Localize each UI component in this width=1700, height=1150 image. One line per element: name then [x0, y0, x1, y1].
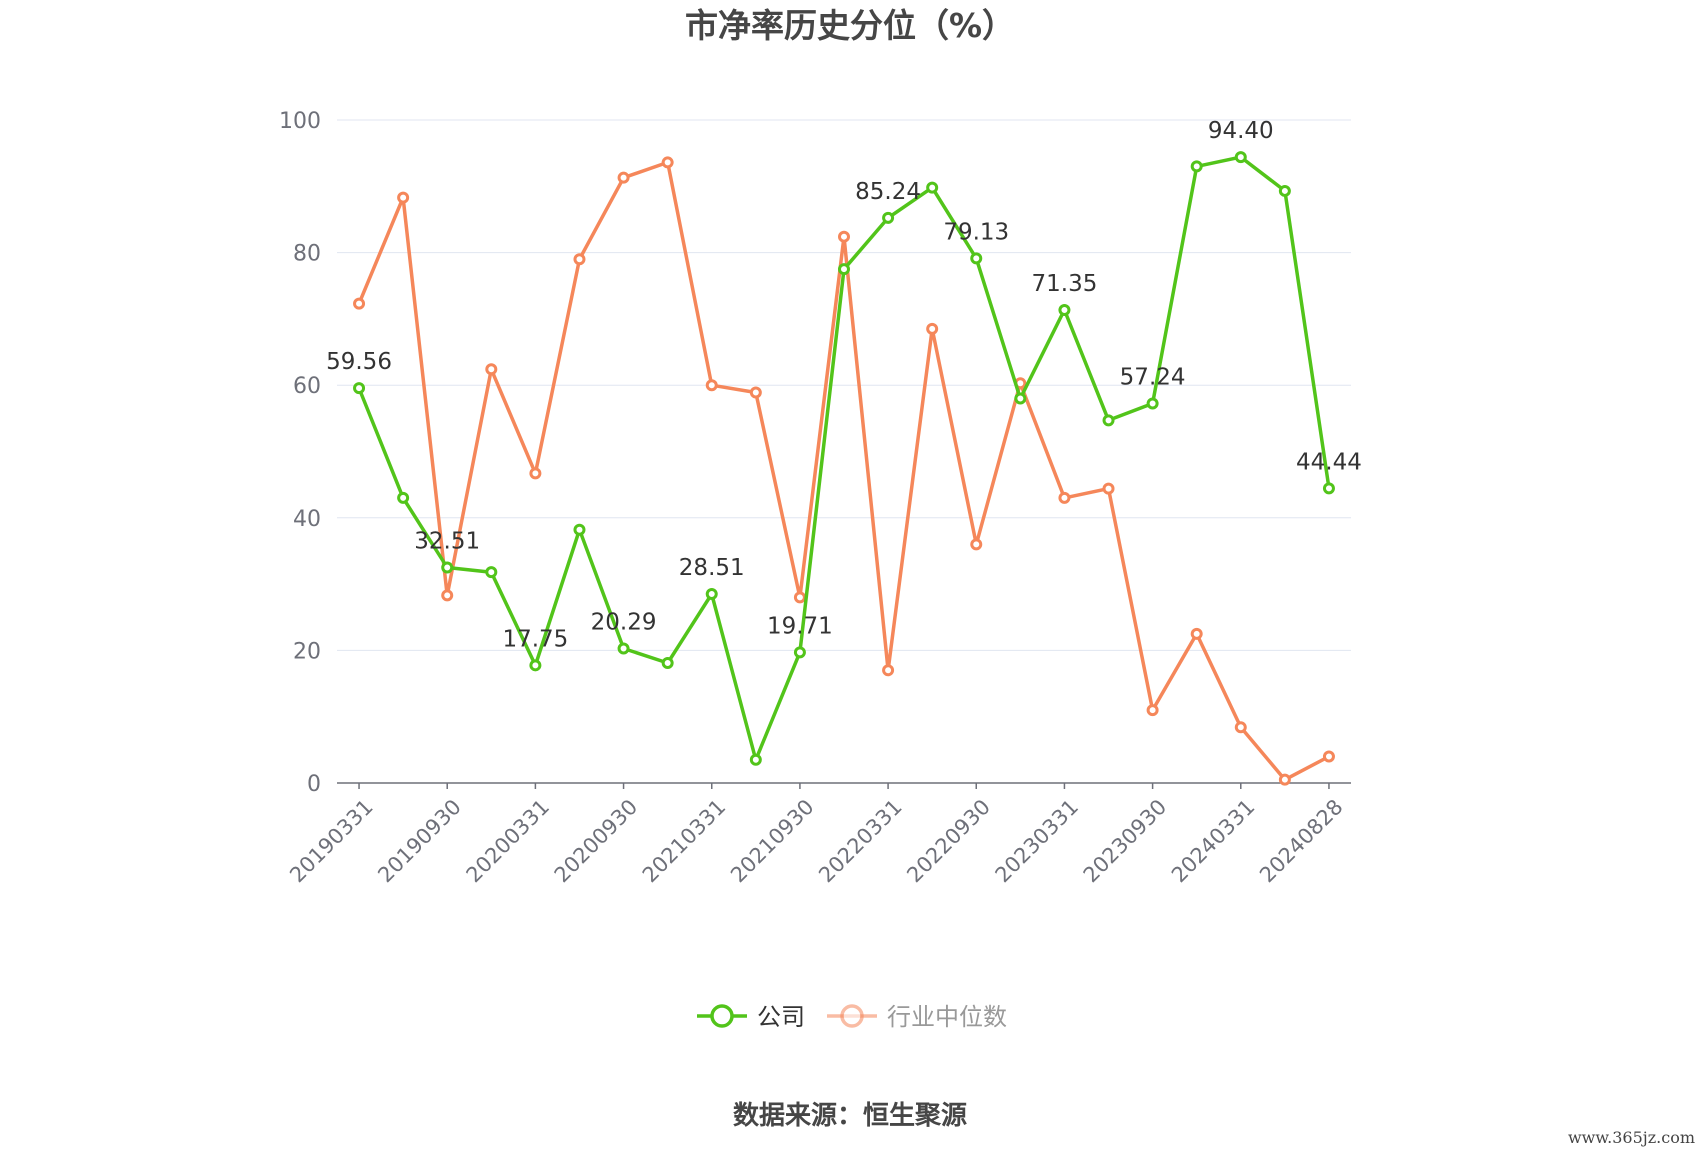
point-industry	[353, 297, 366, 310]
point-company	[485, 566, 498, 579]
data-label: 32.51	[414, 528, 480, 554]
point-company	[573, 523, 586, 536]
legend-item-industry: 行业中位数	[827, 1003, 1007, 1031]
point-company	[1058, 303, 1071, 316]
series-lines	[353, 151, 1335, 786]
point-industry	[970, 538, 983, 551]
point-industry	[1058, 491, 1071, 504]
point-industry	[1278, 773, 1291, 786]
point-company	[705, 587, 718, 600]
point-company	[1190, 160, 1203, 173]
point-industry	[1234, 721, 1247, 734]
point-industry	[1146, 704, 1159, 717]
y-tick-label: 40	[293, 507, 321, 532]
legend-marker	[840, 1004, 864, 1028]
point-company	[661, 656, 674, 669]
point-company	[353, 382, 366, 395]
data-label: 44.44	[1296, 449, 1362, 475]
x-tick-label: 20200930	[550, 795, 643, 888]
data-label: 71.35	[1032, 271, 1098, 297]
data-label: 59.56	[326, 349, 392, 375]
point-company	[882, 211, 895, 224]
point-industry	[1190, 627, 1203, 640]
point-industry	[397, 191, 410, 204]
y-tick-label: 100	[279, 109, 321, 134]
point-company	[970, 252, 983, 265]
legend-label: 行业中位数	[887, 1003, 1007, 1031]
point-industry	[793, 591, 806, 604]
x-tick-label: 20230331	[991, 795, 1084, 888]
point-industry	[705, 379, 718, 392]
y-tick-label: 20	[293, 639, 321, 664]
point-company	[397, 491, 410, 504]
x-tick-label: 20220930	[902, 795, 995, 888]
point-industry	[1102, 482, 1115, 495]
source-note: 数据来源：恒生聚源	[733, 1101, 967, 1131]
x-tick-label: 20210930	[726, 795, 819, 888]
legend-item-company: 公司	[697, 1003, 805, 1031]
data-labels: 59.56 32.51 17.75 20.29 28.51 19.71 85.24 79.13…	[326, 118, 1362, 652]
data-label: 19.71	[767, 613, 833, 639]
point-company	[1322, 482, 1335, 495]
point-industry	[838, 230, 850, 243]
point-company	[793, 646, 806, 659]
x-tick-label: 20210331	[638, 795, 731, 888]
x-tick-label: 20220331	[814, 795, 907, 888]
point-industry	[926, 322, 939, 335]
point-industry	[573, 253, 586, 266]
x-tick-label: 20190331	[285, 795, 378, 888]
point-industry	[749, 386, 762, 399]
data-label: 79.13	[943, 219, 1009, 245]
point-company	[1102, 414, 1115, 427]
x-tick-label: 20230930	[1079, 795, 1172, 888]
x-tick-label: 20200331	[462, 795, 555, 888]
chart-title: 市净率历史分位（%）	[685, 6, 1015, 45]
legend-marker	[710, 1004, 734, 1028]
point-company	[441, 561, 454, 574]
axes: 0 20 40 60 80 100 2019033120190930202003312020…	[279, 109, 1351, 887]
point-company	[617, 642, 630, 655]
point-company	[1278, 184, 1291, 197]
x-tick-label: 20240331	[1167, 795, 1260, 888]
point-company	[1234, 151, 1247, 164]
point-company	[1014, 392, 1027, 405]
data-label: 20.29	[591, 609, 657, 635]
point-industry	[661, 156, 674, 169]
data-label: 17.75	[502, 626, 568, 652]
point-industry	[617, 171, 630, 184]
series-line-industry	[357, 160, 1330, 782]
y-tick-label: 0	[307, 772, 321, 797]
point-company	[1146, 397, 1159, 410]
point-company	[529, 659, 542, 672]
legend: 公司 行业中位数	[697, 1003, 1007, 1031]
point-company	[749, 753, 762, 766]
y-tick-label: 80	[293, 242, 321, 267]
point-industry	[882, 664, 895, 677]
watermark: www.365jz.com	[1568, 1128, 1695, 1147]
y-tick-label: 60	[293, 374, 321, 399]
x-tick-label: 20240828	[1255, 795, 1348, 888]
data-label: 85.24	[855, 179, 921, 205]
data-label: 28.51	[679, 555, 745, 581]
legend-label: 公司	[757, 1003, 805, 1031]
point-industry	[1322, 750, 1335, 763]
point-industry	[485, 363, 498, 376]
point-company	[838, 263, 850, 276]
point-company	[926, 181, 939, 194]
point-industry	[529, 467, 542, 480]
x-tick-label: 20190930	[373, 795, 466, 888]
data-label: 57.24	[1120, 364, 1186, 390]
data-label: 94.40	[1208, 118, 1274, 144]
point-industry	[441, 589, 454, 602]
